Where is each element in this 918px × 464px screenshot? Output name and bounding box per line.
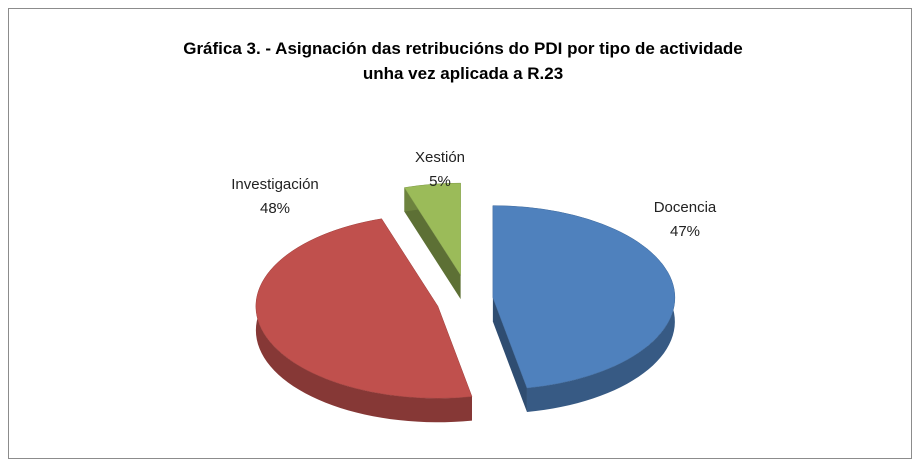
slice [255,218,473,399]
slice-label: Docencia [654,199,717,216]
chart-title: Gráfica 3. - Asignación das retribucións… [183,39,743,83]
slice-value-label: 48% [260,200,290,217]
slice-label: Xestión [415,149,465,166]
slice-value-label: 47% [670,223,700,240]
slice-value-label: 5% [429,173,451,190]
slice [492,205,676,389]
slice-label: Investigación [231,176,319,193]
slice-side [492,297,527,412]
slice-side [404,187,461,300]
slice-wall [255,218,472,423]
slice [403,182,461,276]
